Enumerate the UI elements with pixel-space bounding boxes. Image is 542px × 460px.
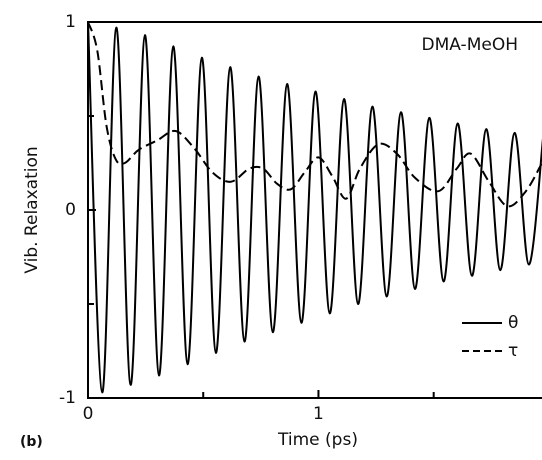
data-line	[87, 21, 542, 394]
annotation: DMA-MeOH	[422, 35, 518, 55]
y-tick-label: 1	[65, 12, 76, 32]
x-tick-label: 1	[313, 404, 324, 424]
legend-label: τ	[508, 341, 518, 361]
y-tick-label: -1	[59, 388, 76, 408]
x-axis-label: Time (ps)	[277, 430, 358, 450]
y-tick-label: 0	[65, 200, 76, 220]
panel-label: (b)	[20, 434, 43, 450]
legend-label: θ	[508, 313, 518, 333]
x-tick-label: 0	[83, 404, 94, 424]
y-axis-label: Vib. Relaxation	[22, 146, 42, 273]
data-line	[87, 21, 542, 208]
